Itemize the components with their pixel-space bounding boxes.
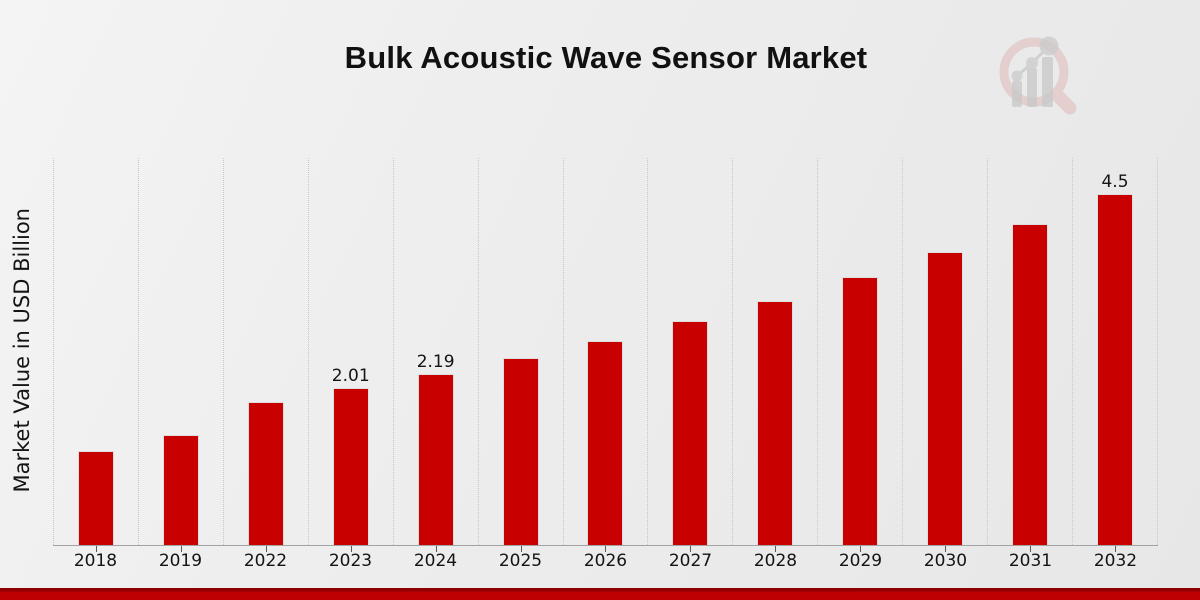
bottom-accent-band	[0, 588, 1200, 600]
growth-bars-icon	[1011, 36, 1059, 107]
x-axis-tick-2023	[350, 546, 352, 552]
bar-2028	[757, 300, 794, 545]
bar-value-label-2023: 2.01	[331, 366, 370, 387]
x-axis-tick-2018	[95, 546, 97, 552]
x-axis-tick-2029	[860, 546, 862, 552]
chart-cell-2022	[222, 158, 308, 552]
x-axis-tick-2032	[1115, 546, 1117, 552]
bar-2019	[162, 435, 199, 545]
x-tick-label-2032: 2032	[1093, 551, 1138, 571]
chart-cell-2032: 4.5	[1072, 158, 1158, 552]
x-axis-tick-2024	[435, 546, 437, 552]
x-tick-label-2030: 2030	[923, 551, 968, 571]
x-tick-label-2024: 2024	[413, 551, 458, 571]
chart-title: Bulk Acoustic Wave Sensor Market	[344, 40, 868, 75]
y-axis-label: Market Value in USD Billion	[10, 207, 34, 493]
x-axis-tick-2027	[690, 546, 692, 552]
magnifier-bar-chart-logo-icon	[999, 36, 1077, 115]
chart-cell-2019	[137, 158, 223, 552]
x-tick-label-2023: 2023	[328, 551, 373, 571]
bar-2029	[842, 276, 879, 545]
bar-2018	[77, 451, 114, 545]
bar-2022	[247, 402, 284, 545]
x-tick-label-2027: 2027	[668, 551, 713, 571]
x-axis-tick-2031	[1030, 546, 1032, 552]
x-tick-label-2028: 2028	[753, 551, 798, 571]
x-axis-tick-2019	[180, 546, 182, 552]
chart-cell-2023: 2.01	[307, 158, 393, 552]
x-axis-tick-2030	[945, 546, 947, 552]
bar-2026	[587, 340, 624, 545]
chart-cell-2028	[732, 158, 817, 552]
bar-2032: 4.5	[1097, 172, 1134, 545]
chart-cell-2018	[53, 158, 138, 552]
chart-cell-2026	[562, 158, 648, 552]
chart-cell-2030	[902, 158, 987, 552]
chart-cell-2027	[647, 158, 732, 552]
bar-value-label-2032: 4.5	[1101, 171, 1129, 192]
bar-2030	[927, 251, 964, 545]
x-axis-tick-2025	[520, 546, 522, 552]
chart-cell-2031	[987, 158, 1072, 552]
x-tick-label-2018: 2018	[73, 551, 118, 571]
bar-value-label-2024: 2.19	[416, 352, 455, 373]
x-tick-label-2031: 2031	[1008, 551, 1053, 571]
bar-2027	[672, 321, 709, 545]
bar-2024: 2.19	[417, 352, 455, 545]
x-tick-label-2026: 2026	[583, 551, 628, 571]
chart-cell-2029	[817, 158, 902, 552]
x-tick-label-2022: 2022	[243, 551, 288, 571]
y-axis-label-wrap: Market Value in USD Billion	[2, 152, 42, 548]
x-axis-tick-2028	[775, 546, 777, 552]
chart-cell-2024: 2.19	[392, 158, 478, 552]
bar-2023: 2.01	[332, 366, 370, 545]
bar-2031	[1012, 224, 1049, 545]
bar-2025	[502, 357, 539, 545]
x-tick-label-2019: 2019	[158, 551, 203, 571]
x-axis-tick-2022	[265, 546, 267, 552]
chart-cell-2025	[477, 158, 563, 552]
bar-chart-plot-area: 2.01 2.19 4.5	[53, 158, 1158, 552]
x-tick-label-2029: 2029	[838, 551, 883, 571]
x-axis-tick-2026	[605, 546, 607, 552]
x-axis-labels: 2018 2019 2022 2023 2024 2025 2026 2027 2028 2029…	[53, 551, 1158, 571]
x-tick-label-2025: 2025	[498, 551, 543, 571]
